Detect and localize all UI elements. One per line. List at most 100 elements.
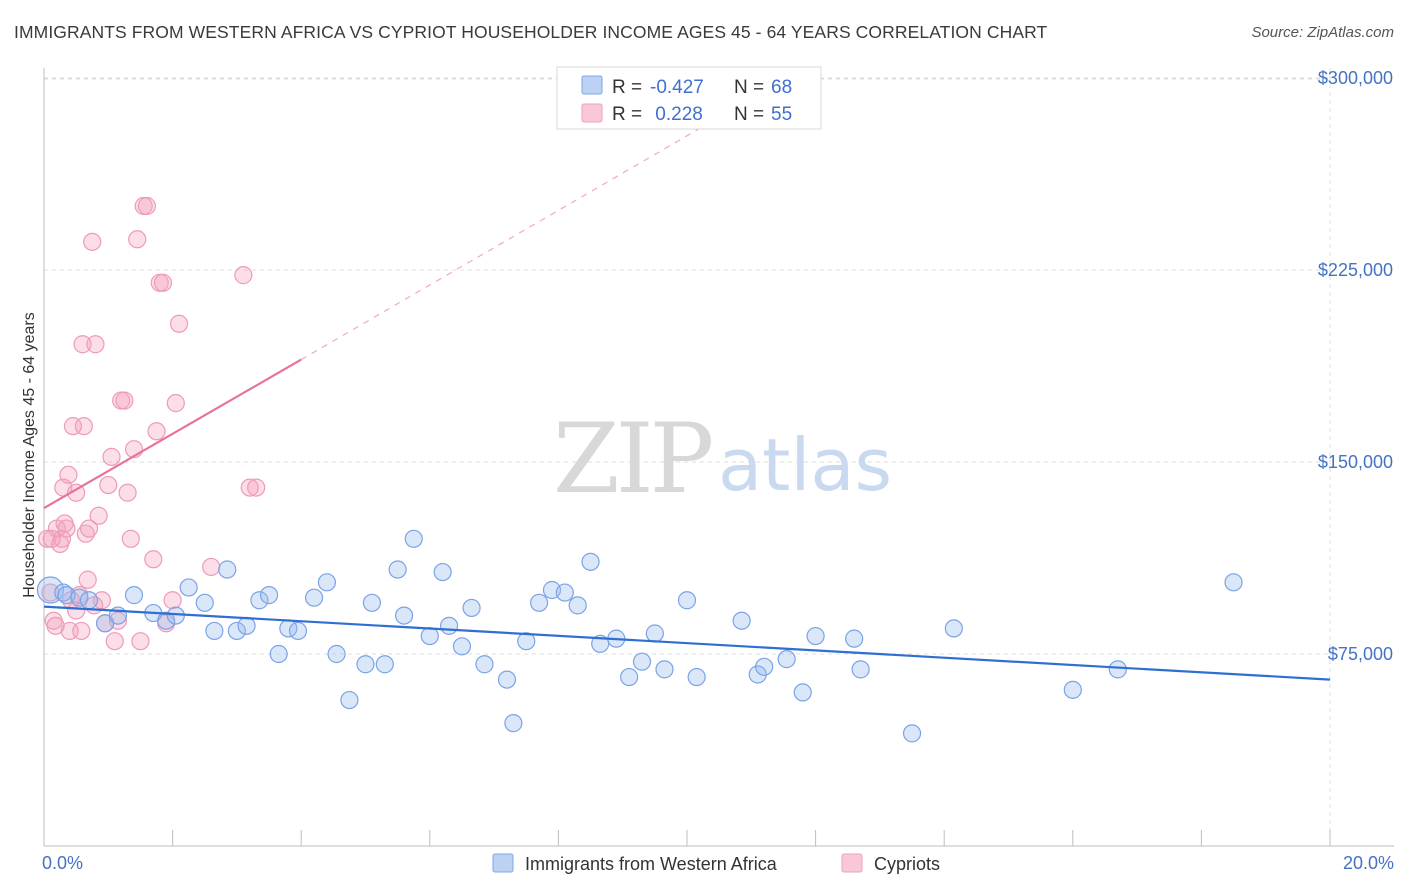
cypriots-point-31 xyxy=(121,529,140,548)
western-africa-point-41 xyxy=(530,593,549,612)
cypriots-point-45 xyxy=(202,557,221,577)
cypriots-point-8 xyxy=(57,519,76,538)
western-africa-point-30 xyxy=(394,606,414,625)
western-africa-point-11 xyxy=(179,578,198,597)
watermark-atlas: atlas xyxy=(718,423,892,507)
bottom-legend-swatch-blue xyxy=(492,853,514,873)
western-africa-point-54 xyxy=(732,611,751,630)
western-africa-point-40 xyxy=(517,632,536,651)
cypriots-point-15 xyxy=(73,335,92,354)
western-africa-point-49 xyxy=(632,652,652,671)
cypriots-point-33 xyxy=(128,230,147,249)
cypriots-point-20 xyxy=(86,335,105,354)
western-africa-point-44 xyxy=(568,596,587,615)
chart-title: IMMIGRANTS FROM WESTERN AFRICA VS CYPRIO… xyxy=(14,22,1048,42)
cypriots-point-12 xyxy=(67,483,86,502)
western-africa-point-16 xyxy=(237,616,256,635)
western-africa-point-15 xyxy=(227,621,246,641)
legend-r-label-1: R = xyxy=(612,77,642,98)
western-africa-point-27 xyxy=(362,593,382,612)
western-africa-point-43 xyxy=(555,583,574,602)
western-africa-point-7 xyxy=(124,586,144,605)
cypriots-point-5 xyxy=(52,529,72,548)
western-africa-point-18 xyxy=(259,586,279,605)
western-africa-point-25 xyxy=(340,690,359,710)
western-africa-point-0 xyxy=(36,576,65,604)
western-africa-point-63 xyxy=(944,619,963,638)
western-africa-point-22 xyxy=(304,588,324,607)
western-africa-point-57 xyxy=(777,650,796,669)
cypriots-point-43 xyxy=(166,394,185,413)
western-africa-point-38 xyxy=(497,670,517,689)
axes xyxy=(43,68,1394,847)
cypriots-point-29 xyxy=(115,391,134,410)
western-africa-point-34 xyxy=(439,616,459,635)
y-tick-label-2: $150,000 xyxy=(1318,452,1393,472)
cypriots-point-37 xyxy=(144,550,163,569)
cypriots-point-16 xyxy=(74,417,93,436)
cypriots-point-52 xyxy=(72,621,91,641)
western-africa-point-45 xyxy=(581,552,600,571)
western-africa-point-61 xyxy=(851,660,870,679)
cypriots-point-9 xyxy=(59,465,78,484)
western-africa-point-50 xyxy=(645,624,664,643)
legend-swatch-pink xyxy=(581,103,603,123)
cypriots-point-42 xyxy=(163,591,182,610)
x-tick-label-0: 0.0% xyxy=(42,853,83,873)
cypriots-point-53 xyxy=(78,570,97,589)
cypriots-point-47 xyxy=(240,478,259,497)
y-tick-label-0: $300,000 xyxy=(1318,68,1393,88)
western-africa-point-24 xyxy=(327,644,346,664)
western-africa-point-56 xyxy=(755,657,774,676)
western-africa-point-14 xyxy=(218,560,237,579)
cypriots-point-48 xyxy=(247,478,266,497)
western-africa-point-32 xyxy=(420,626,439,646)
y-tick-labels: $300,000 $225,000 $150,000 $75,000 xyxy=(1318,68,1393,664)
x-tick-labels: 0.0% 20.0% xyxy=(42,853,1394,873)
source-label: Source: ZipAtlas.com xyxy=(1251,24,1394,41)
cypriots-point-21 xyxy=(89,506,108,525)
western-africa-point-59 xyxy=(806,626,825,646)
x-tick-label-1: 20.0% xyxy=(1343,853,1394,873)
western-africa-point-31 xyxy=(404,529,423,548)
western-africa-point-26 xyxy=(356,655,375,674)
cypriots-point-17 xyxy=(76,524,95,543)
cypriots-point-30 xyxy=(118,483,137,502)
cypriots-point-36 xyxy=(137,196,156,216)
western-africa-point-21 xyxy=(288,621,308,641)
western-africa-point-65 xyxy=(1108,660,1127,679)
western-africa-point-37 xyxy=(475,655,494,674)
cypriots-trend-extension xyxy=(300,97,752,361)
legend-n-label-2: N = xyxy=(734,104,764,125)
western-africa-point-23 xyxy=(317,573,337,592)
western-africa-point-58 xyxy=(793,683,812,702)
cypriots-point-49 xyxy=(42,529,61,548)
western-africa-point-53 xyxy=(687,667,706,687)
y-tick-label-3: $75,000 xyxy=(1328,644,1393,664)
cypriots-point-19 xyxy=(83,232,102,251)
western-africa-point-19 xyxy=(269,644,288,664)
legend-r-value-2: 0.228 xyxy=(650,104,703,125)
cypriots-point-26 xyxy=(105,632,124,651)
legend-n-value-1: 68 xyxy=(771,77,792,98)
western-africa-point-17 xyxy=(250,591,269,610)
western-africa-point-9 xyxy=(157,611,176,630)
cypriots-point-46 xyxy=(234,266,253,285)
western-africa-point-12 xyxy=(195,593,214,612)
bottom-legend-swatch-pink xyxy=(841,853,863,873)
y-tick-label-1: $225,000 xyxy=(1318,260,1393,280)
western-africa-point-48 xyxy=(620,667,639,687)
western-africa-trend-line xyxy=(43,605,1331,681)
western-africa-point-28 xyxy=(375,655,394,674)
cypriots-point-38 xyxy=(147,422,166,441)
western-africa-point-35 xyxy=(452,637,472,656)
series-legend: Immigrants from Western Africa Cypriots xyxy=(492,853,940,874)
western-africa-point-33 xyxy=(433,562,452,582)
cypriots-point-34 xyxy=(131,632,150,651)
western-africa-point-66 xyxy=(1224,573,1243,592)
western-africa-point-36 xyxy=(462,598,481,618)
western-africa-point-52 xyxy=(677,591,697,610)
western-africa-point-62 xyxy=(902,724,922,743)
western-africa-point-51 xyxy=(655,660,674,679)
